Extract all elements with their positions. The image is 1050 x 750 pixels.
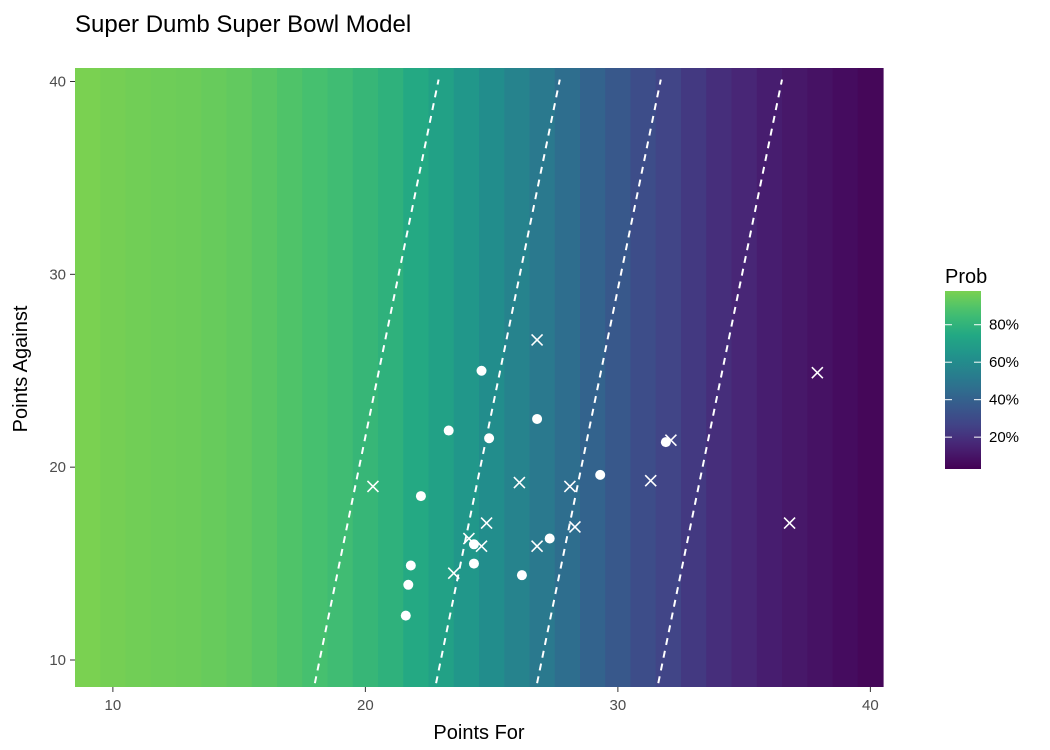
heatmap-tile xyxy=(150,68,177,687)
legend-tick-label: 40% xyxy=(989,392,1019,409)
heatmap-tile xyxy=(403,68,430,687)
point-x xyxy=(644,474,657,487)
chart-title: Super Dumb Super Bowl Model xyxy=(75,11,411,38)
point-x xyxy=(475,540,488,553)
point-x xyxy=(366,480,380,493)
point-circle xyxy=(468,558,479,569)
contour-line xyxy=(657,79,783,684)
point-circle xyxy=(403,579,414,590)
point-circle xyxy=(595,469,606,480)
heatmap-tile xyxy=(75,68,101,687)
point-circle xyxy=(400,610,411,621)
heatmap-tile xyxy=(580,68,606,687)
heatmap-tile xyxy=(655,68,682,687)
heatmap-tile xyxy=(327,68,354,687)
y-axis-label: Points Against xyxy=(10,305,32,432)
x-tick-label: 10 xyxy=(105,697,122,714)
point-x xyxy=(447,567,460,580)
heatmap-tile xyxy=(807,68,834,687)
heatmap-tile xyxy=(731,68,758,687)
point-circle xyxy=(544,533,555,544)
heatmap-tile xyxy=(529,68,556,687)
heatmap-layer xyxy=(75,68,884,687)
heatmap-tile xyxy=(226,68,253,687)
contour-layer xyxy=(313,79,783,684)
legend-tick-label: 80% xyxy=(989,317,1019,334)
point-x xyxy=(531,333,544,346)
x-tick-label: 20 xyxy=(357,697,374,714)
legend-tick-label: 20% xyxy=(989,429,1019,446)
y-tick-label: 40 xyxy=(49,73,66,90)
point-x xyxy=(480,517,493,530)
heatmap-tile xyxy=(251,68,278,687)
point-x xyxy=(563,480,576,493)
point-x xyxy=(568,520,582,534)
point-circle xyxy=(476,365,487,376)
heatmap-tile xyxy=(782,68,808,687)
axes: 10 20 30 40 10 20 30 40 xyxy=(49,73,878,714)
y-tick-label: 10 xyxy=(49,652,66,669)
legend-tick-label: 60% xyxy=(989,354,1019,371)
heatmap-tile xyxy=(352,68,379,687)
contour-line xyxy=(435,79,561,684)
heatmap-tile xyxy=(428,68,455,687)
heatmap-tile xyxy=(277,68,303,687)
point-x xyxy=(783,517,796,530)
x-tick-label: 30 xyxy=(610,697,627,714)
heatmap-tile xyxy=(554,68,581,687)
point-x xyxy=(531,540,544,553)
heatmap-tile xyxy=(479,68,505,687)
y-tick-label: 20 xyxy=(49,459,66,476)
heatmap-tile xyxy=(378,68,404,687)
heatmap-tile xyxy=(605,68,632,687)
x-tick-label: 40 xyxy=(862,697,879,714)
heatmap-tile xyxy=(706,68,733,687)
heatmap-tile xyxy=(125,68,152,687)
point-x xyxy=(513,476,526,489)
point-circle xyxy=(405,560,416,571)
point-circle xyxy=(415,491,426,502)
heatmap-tile xyxy=(857,68,884,687)
legend-title: Prob xyxy=(945,266,987,288)
heatmap-tile xyxy=(630,68,657,687)
heatmap-tile xyxy=(176,68,202,687)
point-circle xyxy=(532,413,543,424)
heatmap-tile xyxy=(504,68,531,687)
heatmap-tile xyxy=(681,68,707,687)
point-circle xyxy=(484,433,495,444)
legend: Prob 80% 60% 40% 20% xyxy=(945,266,1019,469)
heatmap-tile xyxy=(756,68,783,687)
x-axis-label: Points For xyxy=(433,722,524,744)
contour-line xyxy=(536,79,662,684)
heatmap-tile xyxy=(201,68,228,687)
point-x xyxy=(664,434,677,447)
heatmap-tile xyxy=(100,68,127,687)
contour-line xyxy=(313,79,440,684)
y-tick-label: 30 xyxy=(49,266,66,283)
point-circle xyxy=(443,425,454,436)
point-x xyxy=(811,366,824,379)
point-circle xyxy=(516,570,527,581)
point-circle xyxy=(660,437,671,448)
point-x xyxy=(462,532,475,545)
heatmap-tile xyxy=(832,68,859,687)
heatmap-tile xyxy=(302,68,329,687)
points-layer xyxy=(366,333,824,621)
legend-colorbar xyxy=(945,291,981,469)
heatmap-tile xyxy=(453,68,480,687)
